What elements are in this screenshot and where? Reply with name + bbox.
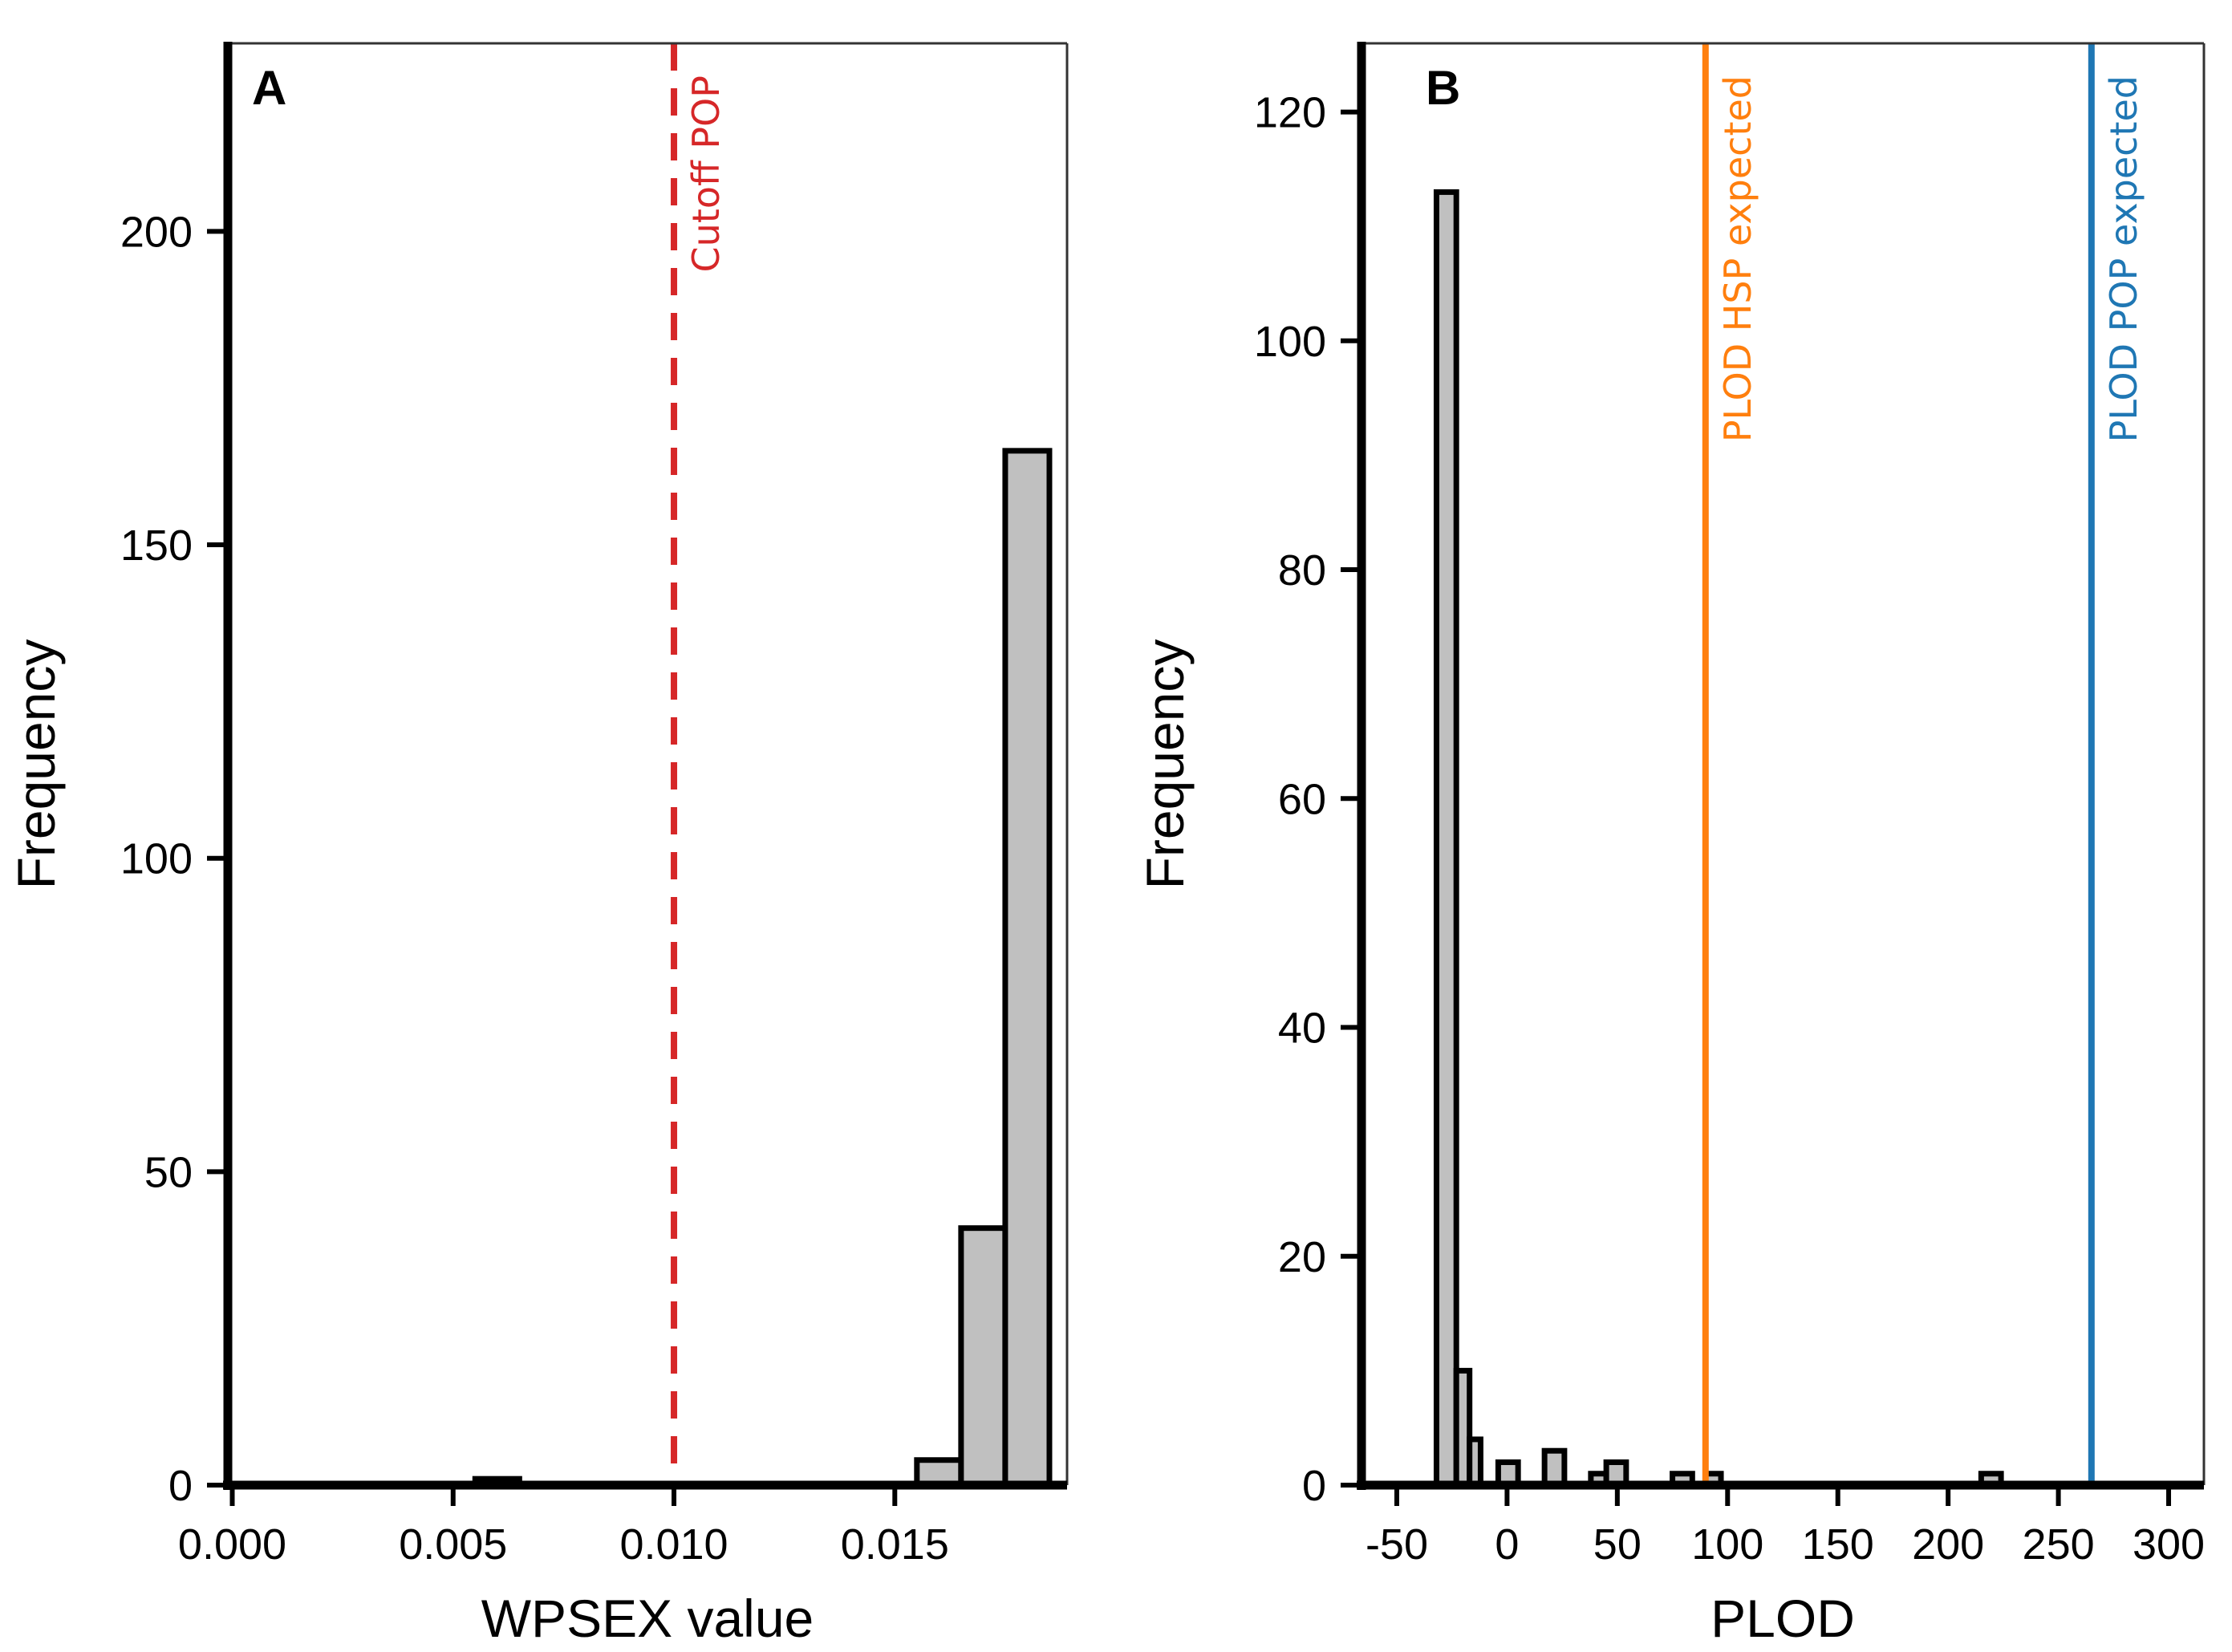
x-tick-label: 50 — [1593, 1520, 1642, 1569]
x-tick-label: 150 — [1802, 1520, 1874, 1569]
x-tick-label: 250 — [2023, 1520, 2095, 1569]
x-tick-label: 0.000 — [178, 1520, 286, 1569]
y-tick-label: 200 — [120, 208, 193, 256]
x-tick-label: 300 — [2133, 1520, 2205, 1569]
panel-label: A — [252, 61, 286, 115]
y-tick-label: 0 — [1302, 1462, 1326, 1510]
y-tick-label: 100 — [120, 835, 193, 883]
x-axis-title: PLOD — [1711, 1589, 1855, 1648]
x-tick-label: 200 — [1912, 1520, 1984, 1569]
y-axis-title: Frequency — [1135, 639, 1195, 890]
x-tick-label: 0.005 — [399, 1520, 507, 1569]
x-tick-label: 100 — [1691, 1520, 1763, 1569]
x-axis-title: WPSEX value — [481, 1589, 814, 1648]
histogram-bar — [1541, 1447, 1568, 1488]
y-axis-title: Frequency — [6, 639, 66, 890]
y-tick-label: 50 — [144, 1148, 193, 1196]
histogram-bar — [1433, 189, 1459, 1488]
x-tick-label: 0.010 — [619, 1520, 728, 1569]
y-tick-label: 100 — [1254, 318, 1326, 366]
y-tick-label: 60 — [1278, 775, 1326, 823]
y-tick-label: 20 — [1278, 1233, 1326, 1281]
histogram-bar — [958, 1225, 1008, 1488]
panel-b-plod-histogram: PLOD HSP expected PLOD POP expected -50 0 50… — [1135, 42, 2206, 1648]
y-tick-label: 80 — [1278, 546, 1326, 595]
reference-line-label: PLOD POP expected — [2102, 75, 2145, 442]
y-tick-label: 0 — [168, 1462, 193, 1510]
histogram-bar — [1467, 1436, 1483, 1488]
y-tick-label: 150 — [120, 522, 193, 570]
x-tick-label: 0.015 — [841, 1520, 949, 1569]
reference-line-label: PLOD HSP expected — [1716, 75, 1759, 442]
reference-line-label: Cutoff POP — [684, 75, 728, 272]
x-tick-label: -50 — [1366, 1520, 1428, 1569]
x-tick-label: 0 — [1495, 1520, 1519, 1569]
panel-label: B — [1426, 61, 1460, 115]
y-tick-label: 120 — [1254, 89, 1326, 137]
histogram-bar — [1002, 448, 1053, 1488]
y-tick-label: 40 — [1278, 1005, 1326, 1053]
panel-a-wpsex-histogram: Cutoff POP 0.000 0.005 0.010 0.015 0 50 100 150 2… — [6, 42, 1069, 1648]
